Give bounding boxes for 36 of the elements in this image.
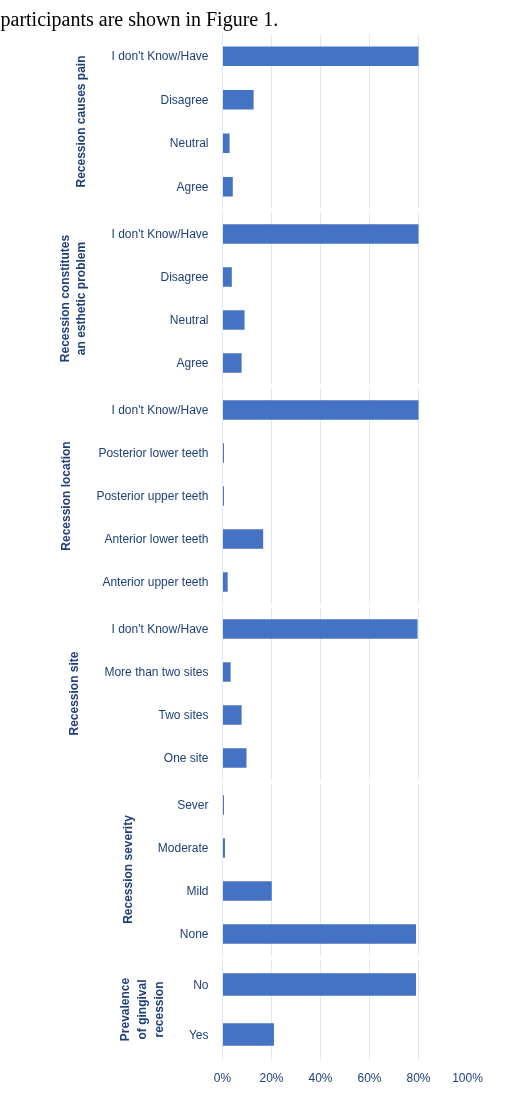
y-tick-label: Agree [176, 356, 209, 370]
y-tick-label: Two sites [158, 708, 209, 722]
y-tick-label: None [179, 927, 209, 941]
y-tick-label: Anterior upper teeth [102, 575, 209, 589]
y-tick-label: Neutral [169, 136, 209, 151]
y-tick-label: Yes [188, 1027, 209, 1042]
y-axis-title: Recession causes pain [74, 55, 89, 188]
y-tick-label: Anterior lower teeth [104, 532, 209, 546]
y-axis-title: Recession site [67, 651, 82, 736]
y-tick-label: One site [163, 751, 209, 765]
y-tick-label: Agree [176, 179, 209, 194]
y-tick-label: More than two sites [104, 665, 209, 679]
y-tick-label: I don't Know/Have [111, 49, 209, 64]
x-tick-label: 0% [213, 1070, 232, 1085]
y-tick-label: I don't Know/Have [111, 227, 209, 241]
y-tick-label: Posterior lower teeth [98, 446, 209, 460]
x-tick-label: 60% [357, 1070, 382, 1085]
y-tick-label: Neutral [169, 313, 209, 327]
y-tick-label: Disagree [160, 92, 209, 107]
x-tick-label: 100% [452, 1070, 484, 1085]
y-tick-label: I don't Know/Have [111, 403, 209, 417]
y-tick-label: I don't Know/Have [111, 622, 209, 636]
text: participants are shown in Figure 1. [0, 7, 279, 31]
y-tick-label: Mild [186, 884, 209, 898]
x-tick-label: 80% [406, 1070, 431, 1085]
y-tick-label: Moderate [157, 841, 209, 855]
x-tick-label: 40% [308, 1070, 333, 1085]
y-tick-label: Disagree [160, 270, 209, 284]
y-tick-label: Sever [177, 798, 209, 812]
y-axis-title: Recession severity [120, 814, 135, 924]
y-axis-title: Recession constitutes an esthetic problem [57, 234, 89, 363]
y-tick-label: No [193, 977, 209, 992]
y-axis-title: Recession location [59, 441, 74, 551]
y-tick-label: Posterior upper teeth [96, 489, 209, 503]
y-axis-title: Prevalence of gingival recession [118, 977, 166, 1042]
x-tick-label: 20% [259, 1070, 284, 1085]
